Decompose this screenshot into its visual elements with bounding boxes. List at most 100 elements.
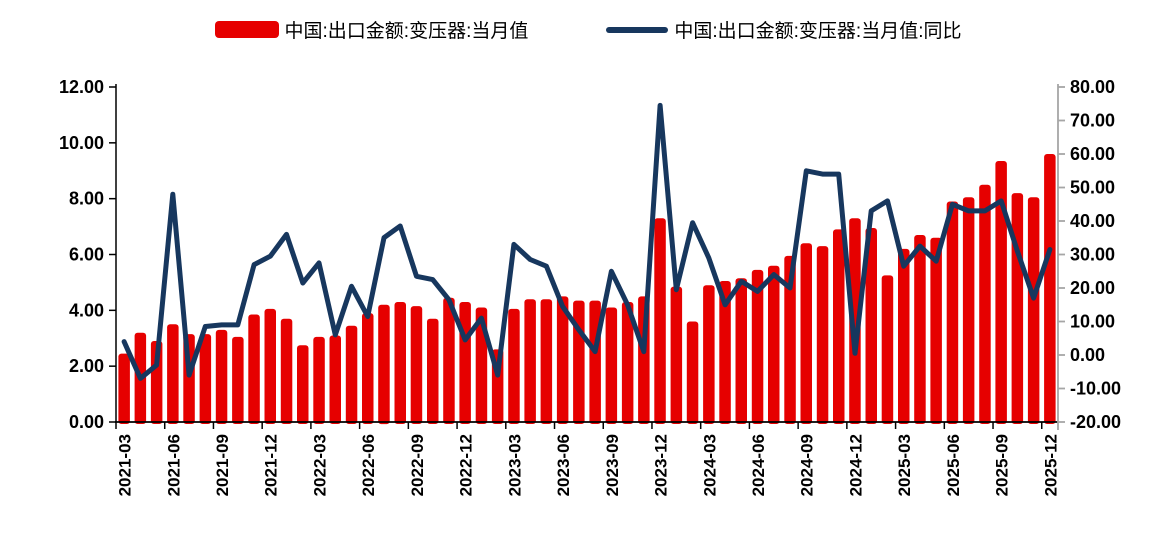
bar-2025-05 [930,237,942,424]
bar-2022-08 [394,302,406,424]
bar-2024-03 [703,285,715,424]
bar-2025-10 [1011,193,1024,424]
legend-label-line-series: 中国:出口金额:变压器:当月值:同比 [674,21,962,42]
x-tick-label: 2025-12 [1041,434,1060,496]
x-tick-label: 2022-12 [457,434,476,496]
bar-2025-06 [946,201,959,424]
line-series-swatch-icon [606,26,669,33]
bar-2023-06 [556,296,569,424]
x-tick-label: 2023-06 [554,434,573,496]
x-tick-label: 2024-09 [798,434,817,496]
x-tick-label: 2025-09 [993,434,1012,496]
chart-legend: 中国:出口金额:变压器:当月值 中国:出口金额:变压器:当月值:同比 [0,16,1176,43]
bar-2024-02 [686,321,699,424]
bar-2024-05 [735,278,747,424]
y-right-tick-label: 50.00 [1070,178,1115,198]
bar-2024-06 [751,269,764,424]
x-tick-label: 2024-12 [846,434,865,496]
bar-2024-12 [849,218,861,424]
bar-2024-01 [670,286,683,424]
bar-2025-09 [995,161,1007,424]
bar-2025-04 [914,235,926,424]
x-tick-label: 2021-06 [164,434,183,496]
bar-2022-06 [362,313,374,424]
x-tick-label: 2023-12 [652,434,671,496]
bar-2024-10 [816,246,829,424]
bar-2022-04 [329,335,341,424]
x-tick-label: 2022-09 [408,434,427,496]
bar-2023-03 [508,308,520,424]
bar-2024-11 [833,229,845,424]
bar-2023-10 [621,302,634,424]
x-tick-label: 2024-03 [700,434,719,496]
bar-2021-05 [150,341,163,424]
x-tick-label: 2025-06 [944,434,963,496]
bar-2025-03 [898,248,910,424]
bar-2025-12 [1044,154,1056,424]
y-left-tick-label: 8.00 [69,189,104,209]
x-tick-label: 2021-09 [213,434,232,496]
y-right-tick-label: 60.00 [1070,144,1115,164]
bar-2022-09 [410,306,423,424]
bar-2021-08 [199,334,212,424]
bar-2022-11 [443,297,455,424]
y-right-tick-label: 20.00 [1070,278,1115,298]
y-right-tick-label: -20.00 [1070,412,1121,432]
bar-2022-10 [427,318,439,424]
bar-2022-02 [297,345,309,424]
legend-item-line-series: 中国:出口金额:变压器:当月值:同比 [606,16,961,43]
x-tick-label: 2022-03 [310,434,329,496]
legend-item-bar-series: 中国:出口金额:变压器:当月值 [214,16,529,43]
x-tick-label: 2025-03 [895,434,914,496]
x-tick-label: 2022-06 [359,434,378,496]
bar-2023-07 [573,300,585,424]
bar-2025-07 [962,197,975,424]
y-left-tick-label: 10.00 [59,133,104,153]
bar-2022-12 [459,302,471,424]
bar-2024-07 [768,265,780,424]
bar-2025-01 [865,228,877,424]
y-left-tick-label: 0.00 [69,412,104,432]
x-tick-label: 2021-03 [116,434,135,496]
x-tick-label: 2021-12 [262,434,281,496]
bar-2022-07 [378,304,390,425]
bar-2024-09 [800,243,812,424]
y-right-tick-label: -10.00 [1070,379,1121,399]
y-right-tick-label: 70.00 [1070,111,1115,131]
bar-2023-04 [524,299,536,424]
bar-2023-05 [540,299,553,424]
y-right-tick-label: 30.00 [1070,245,1115,265]
bar-series-swatch-icon [214,21,279,38]
y-right-tick-label: 10.00 [1070,312,1115,332]
bar-2022-05 [345,325,358,424]
bar-2021-11 [248,314,260,424]
bar-2023-09 [605,307,618,424]
bar-2024-04 [719,281,731,424]
x-tick-label: 2023-03 [505,434,524,496]
y-right-tick-label: 0.00 [1070,345,1105,365]
legend-label-bar-series: 中国:出口金额:变压器:当月值 [284,21,529,42]
bar-2025-02 [881,275,894,424]
bar-2025-08 [979,184,991,424]
yoy-line [121,102,1053,381]
y-left-tick-label: 6.00 [69,245,104,265]
bar-2022-03 [313,336,325,424]
y-left-tick-label: 2.00 [69,356,104,376]
y-left-tick-label: 12.00 [59,77,104,97]
bar-2021-03 [118,353,130,424]
bar-2021-09 [215,329,228,424]
y-right-tick-label: 80.00 [1070,77,1115,97]
bar-2021-06 [167,324,179,424]
bar-2022-01 [280,318,293,424]
bar-2024-08 [784,255,796,424]
bar-2021-12 [264,308,276,424]
bar-2021-10 [232,336,244,424]
y-right-tick-label: 40.00 [1070,211,1115,231]
bar-2025-11 [1027,197,1040,424]
x-tick-label: 2024-06 [749,434,768,496]
y-left-tick-label: 4.00 [69,300,104,320]
x-tick-label: 2023-09 [603,434,622,496]
bar-2023-12 [654,218,666,424]
